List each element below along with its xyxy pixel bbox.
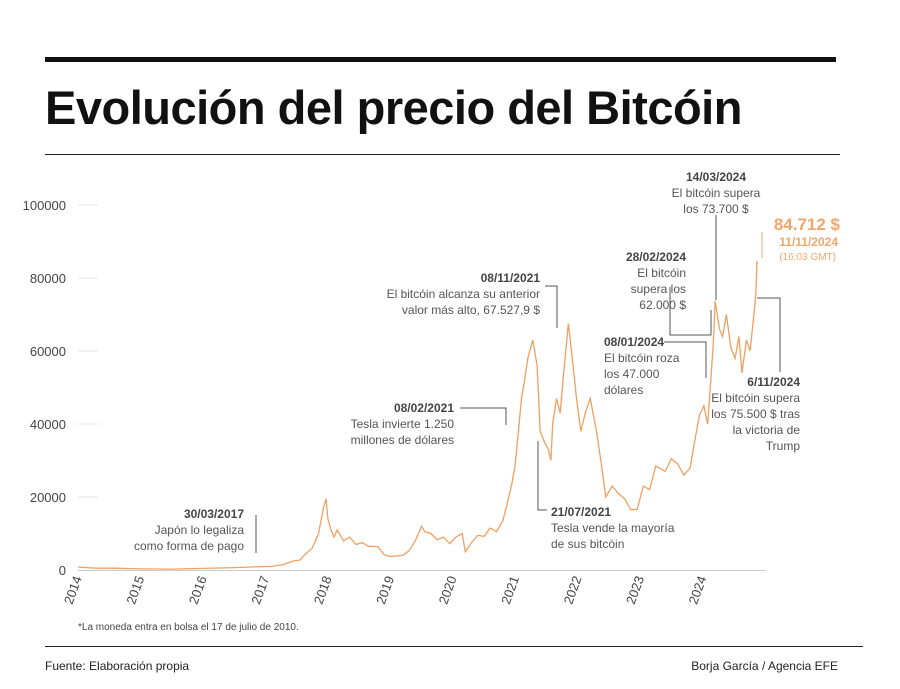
x-tick-label-2024: 2024 [685,574,709,606]
y-tick-label-60000: 60000 [30,344,66,359]
annotation-date: 08/02/2021 [394,401,454,415]
annotations: 30/03/2017 Japón lo legaliza como forma de… [134,170,800,553]
annotation-text: 62.000 $ [639,298,686,312]
y-axis: 0 20000 40000 60000 80000 100000 [23,198,98,578]
annotation-text: millones de dólares [351,433,454,447]
y-tick-label-20000: 20000 [30,490,66,505]
annotation-date: 28/02/2024 [626,250,686,264]
annotation-30-03-2017: 30/03/2017 Japón lo legaliza como forma de… [134,507,244,553]
y-tick-label-0: 0 [59,563,66,578]
annotation-text: supera los [631,282,686,296]
annotation-leader-08-01-2024 [664,341,707,378]
source-label: Fuente: Elaboración propia [45,659,190,673]
annotation-6-11-2024: 6/11/2024 El bitcóin supera los 75.500 $ t… [711,375,800,453]
annotation-text: El bitcóin [637,266,686,280]
annotation-leader-08-11-2021 [545,285,558,328]
annotation-text: El bitcóin supera [711,391,800,405]
annotation-text: El bitcóin roza [604,351,680,365]
annotation-21-07-2021: 21/07/2021 Tesla vende la mayoría de sus b… [551,505,675,551]
annotation-date: 14/03/2024 [686,170,746,184]
x-tick-label-2015: 2015 [123,574,147,606]
bitcoin-price-chart: 0 20000 40000 60000 80000 100000 2014 2015 2016… [23,170,841,606]
annotation-text: Trump [766,439,801,453]
annotation-leaders [255,215,781,553]
x-tick-label-2018: 2018 [311,574,335,606]
series-line-price [77,260,758,570]
annotation-date: 21/07/2021 [551,505,611,519]
x-tick-label-2021: 2021 [498,574,522,606]
highlight-date: 11/11/2024 [779,235,838,249]
annotation-08-11-2021: 08/11/2021 El bitcóin alcanza su anterior… [387,271,541,317]
annotation-text: los 73.700 $ [683,202,749,216]
annotation-text: El bitcóin supera [672,186,761,200]
page-title: Evolución del precio del Bitcóin [45,81,742,134]
annotation-text: los 47.000 [604,367,660,381]
y-tick-label-80000: 80000 [30,271,66,286]
annotation-text: como forma de pago [134,539,244,553]
annotation-date: 08/11/2021 [481,271,541,285]
annotation-date: 30/03/2017 [184,507,244,521]
annotation-text: El bitcóin alcanza su anterior [387,287,540,301]
annotation-leader-6-11-2024 [757,297,781,372]
x-tick-label-2020: 2020 [436,574,460,606]
annotation-text: dólares [604,383,643,397]
annotation-text: de sus bitcóin [551,537,624,551]
annotation-14-03-2024: 14/03/2024 El bitcóin supera los 73.700 $ [672,170,761,216]
title-rule [45,154,840,155]
x-tick-label-2017: 2017 [248,574,272,606]
current-price-highlight: 84.712 $11/11/2024 (16:03 GMT) [761,215,841,263]
annotation-text: los 75.500 $ tras [711,407,800,421]
x-axis: 2014 2015 2016 2017 2018 2019 2020 2021 2022 2023… [61,574,710,606]
annotation-08-02-2021: 08/02/2021 Tesla invierte 1.250 millones d… [351,401,455,447]
annotation-text: Japón lo legaliza [155,523,245,537]
x-tick-label-2019: 2019 [373,574,397,606]
highlight-time: (16:03 GMT) [779,252,836,263]
x-tick-label-2016: 2016 [186,574,210,606]
credit-label: Borja García / Agencia EFE [691,659,838,673]
y-tick-label-100000: 100000 [23,198,66,213]
annotation-text: la victoria de [733,423,801,437]
highlight-value: 84.712 $ [774,215,841,234]
annotation-leader-21-07-2021 [537,441,547,511]
bottom-rule [45,646,863,647]
annotation-leader-28-02-2024 [669,287,712,336]
y-tick-label-40000: 40000 [30,417,66,432]
footnote: *La moneda entra en bolsa el 17 de julio… [78,622,299,633]
top-rule [45,57,836,62]
x-tick-label-2014: 2014 [61,574,85,606]
annotation-28-02-2024: 28/02/2024 El bitcóin supera los 62.000 $ [626,250,686,312]
annotation-leader-08-02-2021 [460,407,507,425]
annotation-text: valor más alto, 67.527,9 $ [402,303,540,317]
annotation-date: 08/01/2024 [604,335,664,349]
annotation-date: 6/11/2024 [747,375,800,389]
x-tick-label-2023: 2023 [623,574,647,606]
annotation-text: Tesla invierte 1.250 [351,417,455,431]
annotation-text: Tesla vende la mayoría [551,521,675,535]
x-tick-label-2022: 2022 [561,574,585,606]
annotation-08-01-2024: 08/01/2024 El bitcóin roza los 47.000 dólar… [604,335,680,397]
